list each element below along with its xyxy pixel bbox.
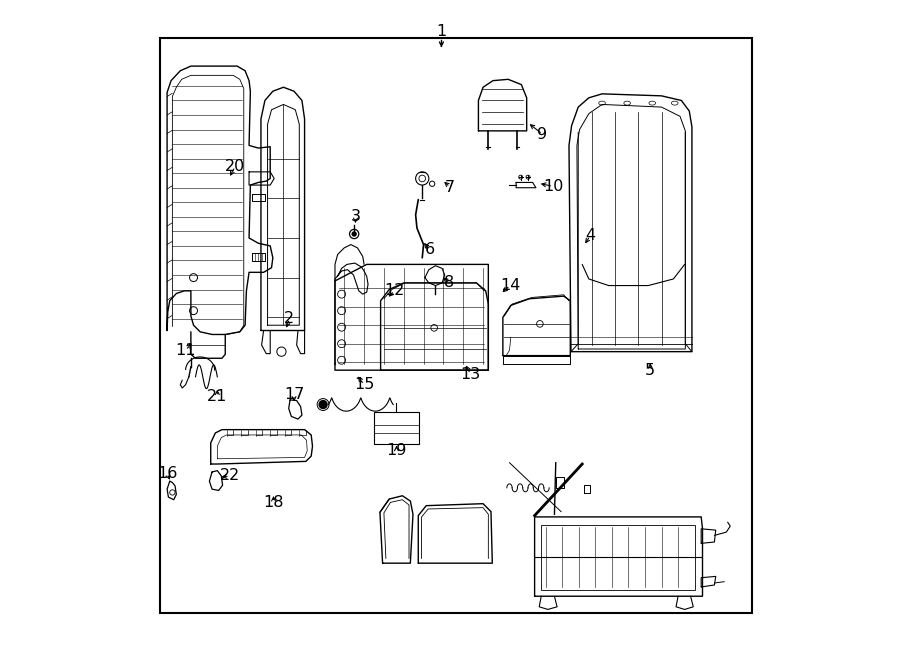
Bar — [541, 525, 695, 590]
Text: 7: 7 — [445, 180, 455, 194]
Text: 1: 1 — [436, 24, 446, 39]
Text: 10: 10 — [543, 179, 563, 194]
Text: 5: 5 — [645, 363, 655, 377]
Text: 21: 21 — [207, 389, 228, 404]
Text: 19: 19 — [386, 444, 407, 458]
Bar — [374, 412, 418, 444]
Text: 20: 20 — [225, 159, 246, 174]
Text: 15: 15 — [354, 377, 374, 392]
Text: 6: 6 — [425, 243, 435, 257]
Text: 18: 18 — [264, 495, 284, 510]
Text: 2: 2 — [284, 311, 294, 326]
Text: 8: 8 — [445, 276, 455, 290]
Text: 13: 13 — [461, 367, 481, 381]
Bar — [160, 38, 752, 613]
Text: 11: 11 — [176, 343, 196, 358]
Text: 4: 4 — [585, 229, 595, 243]
Text: 14: 14 — [500, 278, 520, 293]
Text: 3: 3 — [350, 210, 361, 224]
Text: 12: 12 — [384, 284, 405, 298]
Text: 16: 16 — [157, 466, 177, 481]
Circle shape — [352, 232, 356, 236]
Circle shape — [320, 401, 327, 408]
Text: 22: 22 — [220, 469, 240, 483]
Text: 17: 17 — [284, 387, 304, 402]
Text: 9: 9 — [537, 127, 547, 141]
